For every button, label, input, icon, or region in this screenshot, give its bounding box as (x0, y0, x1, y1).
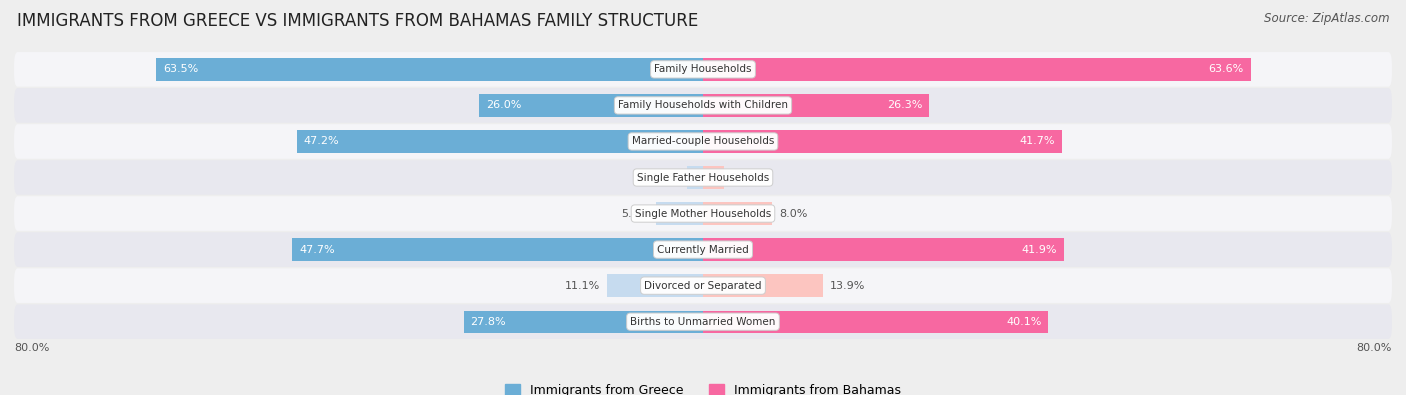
FancyBboxPatch shape (14, 305, 1392, 339)
Text: 27.8%: 27.8% (471, 317, 506, 327)
Text: Births to Unmarried Women: Births to Unmarried Women (630, 317, 776, 327)
Text: 5.4%: 5.4% (621, 209, 650, 218)
Bar (703, 58, 1251, 81)
Text: Divorced or Separated: Divorced or Separated (644, 280, 762, 291)
Bar (297, 130, 703, 152)
Text: 80.0%: 80.0% (14, 342, 49, 353)
Text: IMMIGRANTS FROM GREECE VS IMMIGRANTS FROM BAHAMAS FAMILY STRUCTURE: IMMIGRANTS FROM GREECE VS IMMIGRANTS FRO… (17, 12, 699, 30)
Bar (703, 94, 929, 117)
Bar (703, 130, 1062, 152)
Bar (479, 94, 703, 117)
FancyBboxPatch shape (14, 268, 1392, 303)
Text: 2.4%: 2.4% (731, 173, 759, 182)
Bar (703, 239, 1064, 261)
Bar (703, 166, 724, 189)
Text: Married-couple Households: Married-couple Households (631, 136, 775, 147)
Text: 47.2%: 47.2% (304, 136, 339, 147)
FancyBboxPatch shape (14, 88, 1392, 123)
Text: 1.9%: 1.9% (651, 173, 679, 182)
Text: 26.0%: 26.0% (486, 100, 522, 111)
Bar (607, 275, 703, 297)
Bar (657, 202, 703, 225)
Text: Family Households: Family Households (654, 64, 752, 74)
Text: Single Mother Households: Single Mother Households (636, 209, 770, 218)
Text: Single Father Households: Single Father Households (637, 173, 769, 182)
FancyBboxPatch shape (14, 124, 1392, 159)
Text: 41.9%: 41.9% (1021, 245, 1057, 255)
FancyBboxPatch shape (14, 160, 1392, 195)
Text: 11.1%: 11.1% (565, 280, 600, 291)
Text: Family Households with Children: Family Households with Children (619, 100, 787, 111)
Bar (156, 58, 703, 81)
Text: 63.6%: 63.6% (1209, 64, 1244, 74)
Text: 26.3%: 26.3% (887, 100, 922, 111)
Bar (703, 310, 1049, 333)
Bar (292, 239, 703, 261)
Text: 41.7%: 41.7% (1019, 136, 1056, 147)
Bar (703, 202, 772, 225)
Bar (703, 275, 823, 297)
Text: 40.1%: 40.1% (1007, 317, 1042, 327)
FancyBboxPatch shape (14, 232, 1392, 267)
Legend: Immigrants from Greece, Immigrants from Bahamas: Immigrants from Greece, Immigrants from … (505, 384, 901, 395)
Bar (464, 310, 703, 333)
Text: Currently Married: Currently Married (657, 245, 749, 255)
Text: 8.0%: 8.0% (779, 209, 807, 218)
FancyBboxPatch shape (14, 52, 1392, 87)
Text: 47.7%: 47.7% (299, 245, 335, 255)
Text: 13.9%: 13.9% (830, 280, 865, 291)
FancyBboxPatch shape (14, 196, 1392, 231)
Text: Source: ZipAtlas.com: Source: ZipAtlas.com (1264, 12, 1389, 25)
Text: 63.5%: 63.5% (163, 64, 198, 74)
Bar (686, 166, 703, 189)
Text: 80.0%: 80.0% (1357, 342, 1392, 353)
